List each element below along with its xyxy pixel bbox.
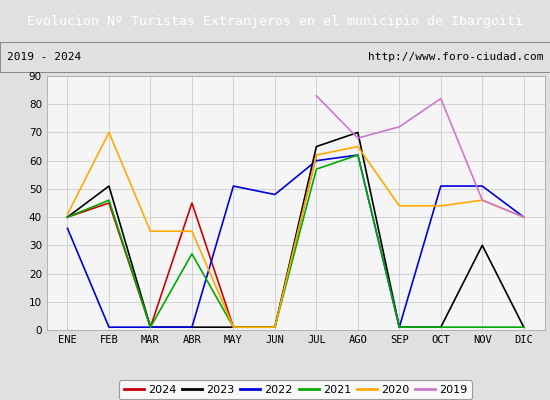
Text: http://www.foro-ciudad.com: http://www.foro-ciudad.com — [368, 52, 543, 62]
Text: 2019 - 2024: 2019 - 2024 — [7, 52, 81, 62]
Text: Evolucion Nº Turistas Extranjeros en el municipio de Ibargoiti: Evolucion Nº Turistas Extranjeros en el … — [27, 14, 523, 28]
Legend: 2024, 2023, 2022, 2021, 2020, 2019: 2024, 2023, 2022, 2021, 2020, 2019 — [119, 380, 472, 399]
